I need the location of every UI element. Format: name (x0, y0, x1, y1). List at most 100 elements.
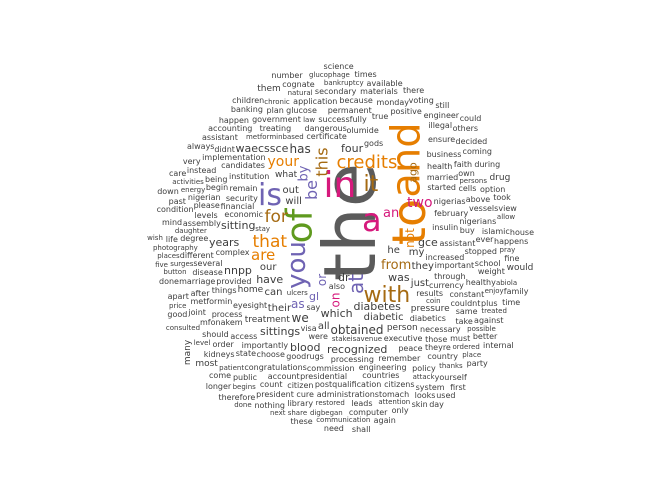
cloud-word: implementation (202, 153, 266, 163)
cloud-word: count (259, 379, 283, 389)
cloud-word: blood (290, 340, 321, 354)
cloud-word: increased (425, 252, 465, 262)
cloud-word: complex (215, 248, 250, 258)
cloud-word: being (205, 174, 228, 184)
cloud-word: vessels (469, 203, 499, 213)
cloud-word: system (415, 383, 445, 393)
cloud-word: internal (483, 341, 514, 351)
cloud-word: access (230, 331, 258, 341)
cloud-word: home (237, 284, 264, 295)
cloud-word: most (195, 359, 218, 370)
cloud-word: communication (316, 416, 371, 425)
cloud-word: coin (426, 297, 441, 306)
cloud-word: through (434, 271, 466, 281)
cloud-word: theyre (424, 343, 451, 353)
cloud-word: in (323, 165, 357, 206)
cloud-word: financial (220, 202, 255, 212)
cloud-word: visa (300, 323, 317, 333)
cloud-word: postqualification (314, 380, 382, 390)
cloud-word: choose (256, 349, 285, 359)
cloud-word: nigerian (187, 192, 221, 202)
cloud-word: countries (362, 371, 400, 381)
cloud-word: process (211, 309, 243, 319)
cloud-word: care (169, 168, 187, 178)
cloud-word: dr (338, 270, 350, 284)
cloud-word: done (159, 276, 179, 286)
cloud-word: faith (453, 159, 473, 169)
cloud-word: sitting (221, 218, 256, 232)
cloud-word: button (163, 268, 187, 277)
cloud-word: account (267, 371, 300, 381)
cloud-word: country (427, 352, 459, 362)
cloud-word: treatment (244, 315, 290, 326)
cloud-word: is (258, 178, 282, 213)
cloud-word: institution (229, 171, 270, 181)
cloud-word: bankruptcy (323, 79, 364, 88)
cloud-word: done (234, 400, 252, 409)
cloud-word: say (306, 302, 321, 312)
cloud-word: cure (296, 390, 314, 400)
cloud-word: all (317, 320, 330, 332)
cloud-word: as (291, 297, 305, 311)
cloud-word: ordered (452, 342, 480, 351)
cloud-word: our (259, 261, 277, 273)
cloud-word: waecssce (235, 141, 289, 155)
cloud-word: party (466, 359, 488, 369)
cloud-word: yourself (434, 373, 467, 383)
cloud-word: true (371, 112, 389, 122)
cloud-word: treated (481, 306, 507, 315)
cloud-word: happen (218, 115, 249, 125)
cloud-word: provided (216, 276, 252, 286)
cloud-word: engineering (358, 362, 407, 372)
cloud-word: processing (330, 354, 374, 364)
cloud-word: gods (363, 138, 384, 148)
cloud-word: will (285, 196, 302, 208)
cloud-word: would (506, 262, 534, 273)
cloud-word: not (402, 228, 417, 248)
cloud-word: happens (494, 237, 529, 247)
cloud-word: they (411, 261, 434, 273)
cloud-word: cells (458, 184, 477, 194)
cloud-word: also (328, 281, 345, 291)
cloud-word: time (502, 297, 521, 307)
cloud-word: assembly (182, 219, 221, 228)
cloud-word: we (291, 311, 309, 325)
cloud-word: nothing (254, 400, 285, 410)
cloud-word: leads (351, 399, 373, 409)
cloud-word: by (296, 165, 312, 181)
cloud-word: he (387, 245, 400, 257)
cloud-word: mfonakem (200, 317, 243, 327)
cloud-word: different (179, 251, 214, 261)
cloud-word: degree (180, 234, 209, 244)
cloud-word: attention (378, 397, 411, 406)
cloud-word: after (190, 288, 210, 298)
cloud-word: joint (188, 308, 206, 318)
cloud-word: ago (406, 161, 420, 183)
cloud-word: wish (147, 234, 163, 243)
cloud-word: remember (378, 353, 421, 363)
cloud-word: are (251, 245, 276, 264)
cloud-word: because (339, 95, 373, 105)
cloud-word: secondary (314, 87, 357, 97)
cloud-word: skin (411, 399, 428, 409)
cloud-word: diabetics (409, 314, 446, 324)
cloud-word: february (434, 208, 469, 218)
cloud-word: photography (152, 243, 198, 252)
cloud-word: ever (475, 235, 494, 245)
cloud-word: accounting (208, 124, 253, 134)
cloud-word: from (381, 257, 412, 273)
cloud-word: allow (496, 212, 516, 221)
cloud-word: please (193, 201, 220, 211)
cloud-word: restored (315, 399, 345, 408)
cloud-word: chronic (264, 97, 290, 106)
cloud-word: health (427, 162, 453, 172)
cloud-word: presidential (300, 372, 348, 382)
cloud-word: must (450, 334, 471, 344)
cloud-word: again (373, 416, 396, 426)
cloud-word: metforminbased (245, 133, 304, 142)
cloud-word: energy (180, 185, 206, 194)
cloud-word: levels (194, 210, 218, 220)
cloud-word: government (252, 115, 301, 125)
cloud-word: always (187, 142, 215, 152)
cloud-word: what (275, 170, 298, 181)
